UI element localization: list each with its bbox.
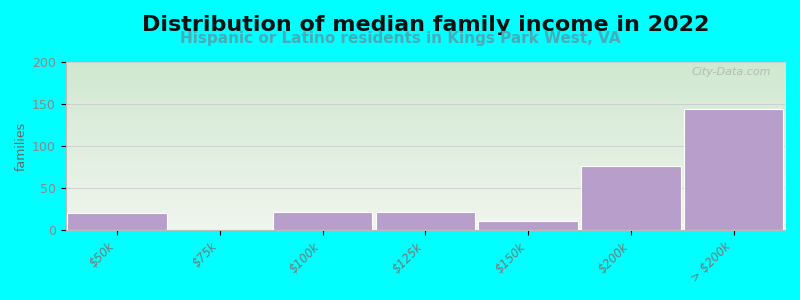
Bar [581,166,681,230]
Title: Distribution of median family income in 2022: Distribution of median family income in … [142,15,709,35]
Bar [375,212,475,230]
Bar [478,221,578,230]
Bar [684,109,783,230]
Bar [67,213,167,230]
Bar [273,212,373,230]
Y-axis label: families: families [15,122,28,171]
Text: Hispanic or Latino residents in Kings Park West, VA: Hispanic or Latino residents in Kings Pa… [180,32,620,46]
Text: City-Data.com: City-Data.com [691,67,770,76]
